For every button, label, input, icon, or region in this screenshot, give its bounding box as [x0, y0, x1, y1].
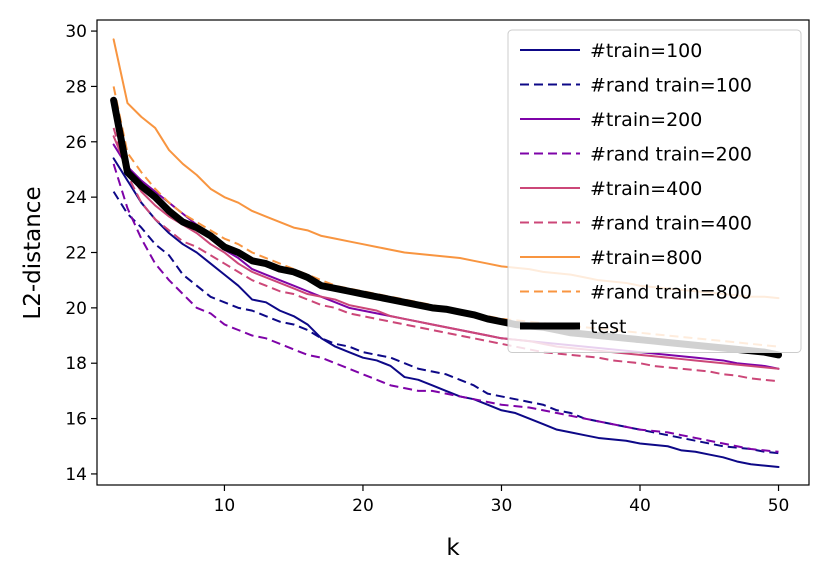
x-tick-label: 30 — [491, 496, 513, 516]
series-line-4 — [112, 135, 780, 370]
y-tick-label: 18 — [65, 354, 87, 374]
legend-label: #rand train=800 — [590, 282, 752, 304]
legend: #train=100 #rand train=100 #train=200 #rand… — [507, 29, 802, 353]
y-tick-label: 22 — [65, 244, 87, 264]
legend-label: #rand train=400 — [590, 213, 752, 235]
series-line-0 — [112, 157, 780, 469]
legend-label: #rand train=100 — [590, 75, 752, 97]
y-tick-label: 16 — [65, 410, 87, 430]
legend-box — [507, 29, 802, 353]
series-line-1 — [112, 191, 779, 455]
legend-label: #train=100 — [590, 40, 702, 62]
series-line-3 — [112, 163, 779, 453]
x-tick-label: 20 — [352, 496, 374, 516]
legend-label: #train=200 — [590, 109, 702, 131]
legend-label: #train=800 — [590, 247, 702, 269]
x-tick-label: 50 — [768, 496, 790, 516]
y-tick-label: 26 — [65, 133, 87, 153]
y-axis: 14 16 18 20 22 24 26 28 30 — [65, 22, 97, 485]
y-tick-label: 24 — [65, 188, 87, 208]
x-axis-title: k — [446, 535, 460, 561]
x-axis: 10 20 30 40 50 — [214, 485, 790, 516]
legend-label: test — [590, 316, 627, 338]
y-tick-label: 20 — [65, 299, 87, 319]
series-line-7 — [112, 86, 779, 348]
y-axis-title: L2-distance — [20, 186, 46, 319]
x-tick-label: 10 — [214, 496, 236, 516]
x-tick-label: 40 — [629, 496, 651, 516]
series-line-5 — [112, 127, 779, 383]
legend-label: #train=400 — [590, 178, 702, 200]
legend-label: #rand train=200 — [590, 144, 752, 166]
y-tick-label: 28 — [65, 77, 87, 97]
series-layer — [110, 38, 783, 469]
y-tick-label: 30 — [65, 22, 87, 42]
y-tick-label: 14 — [65, 465, 87, 485]
